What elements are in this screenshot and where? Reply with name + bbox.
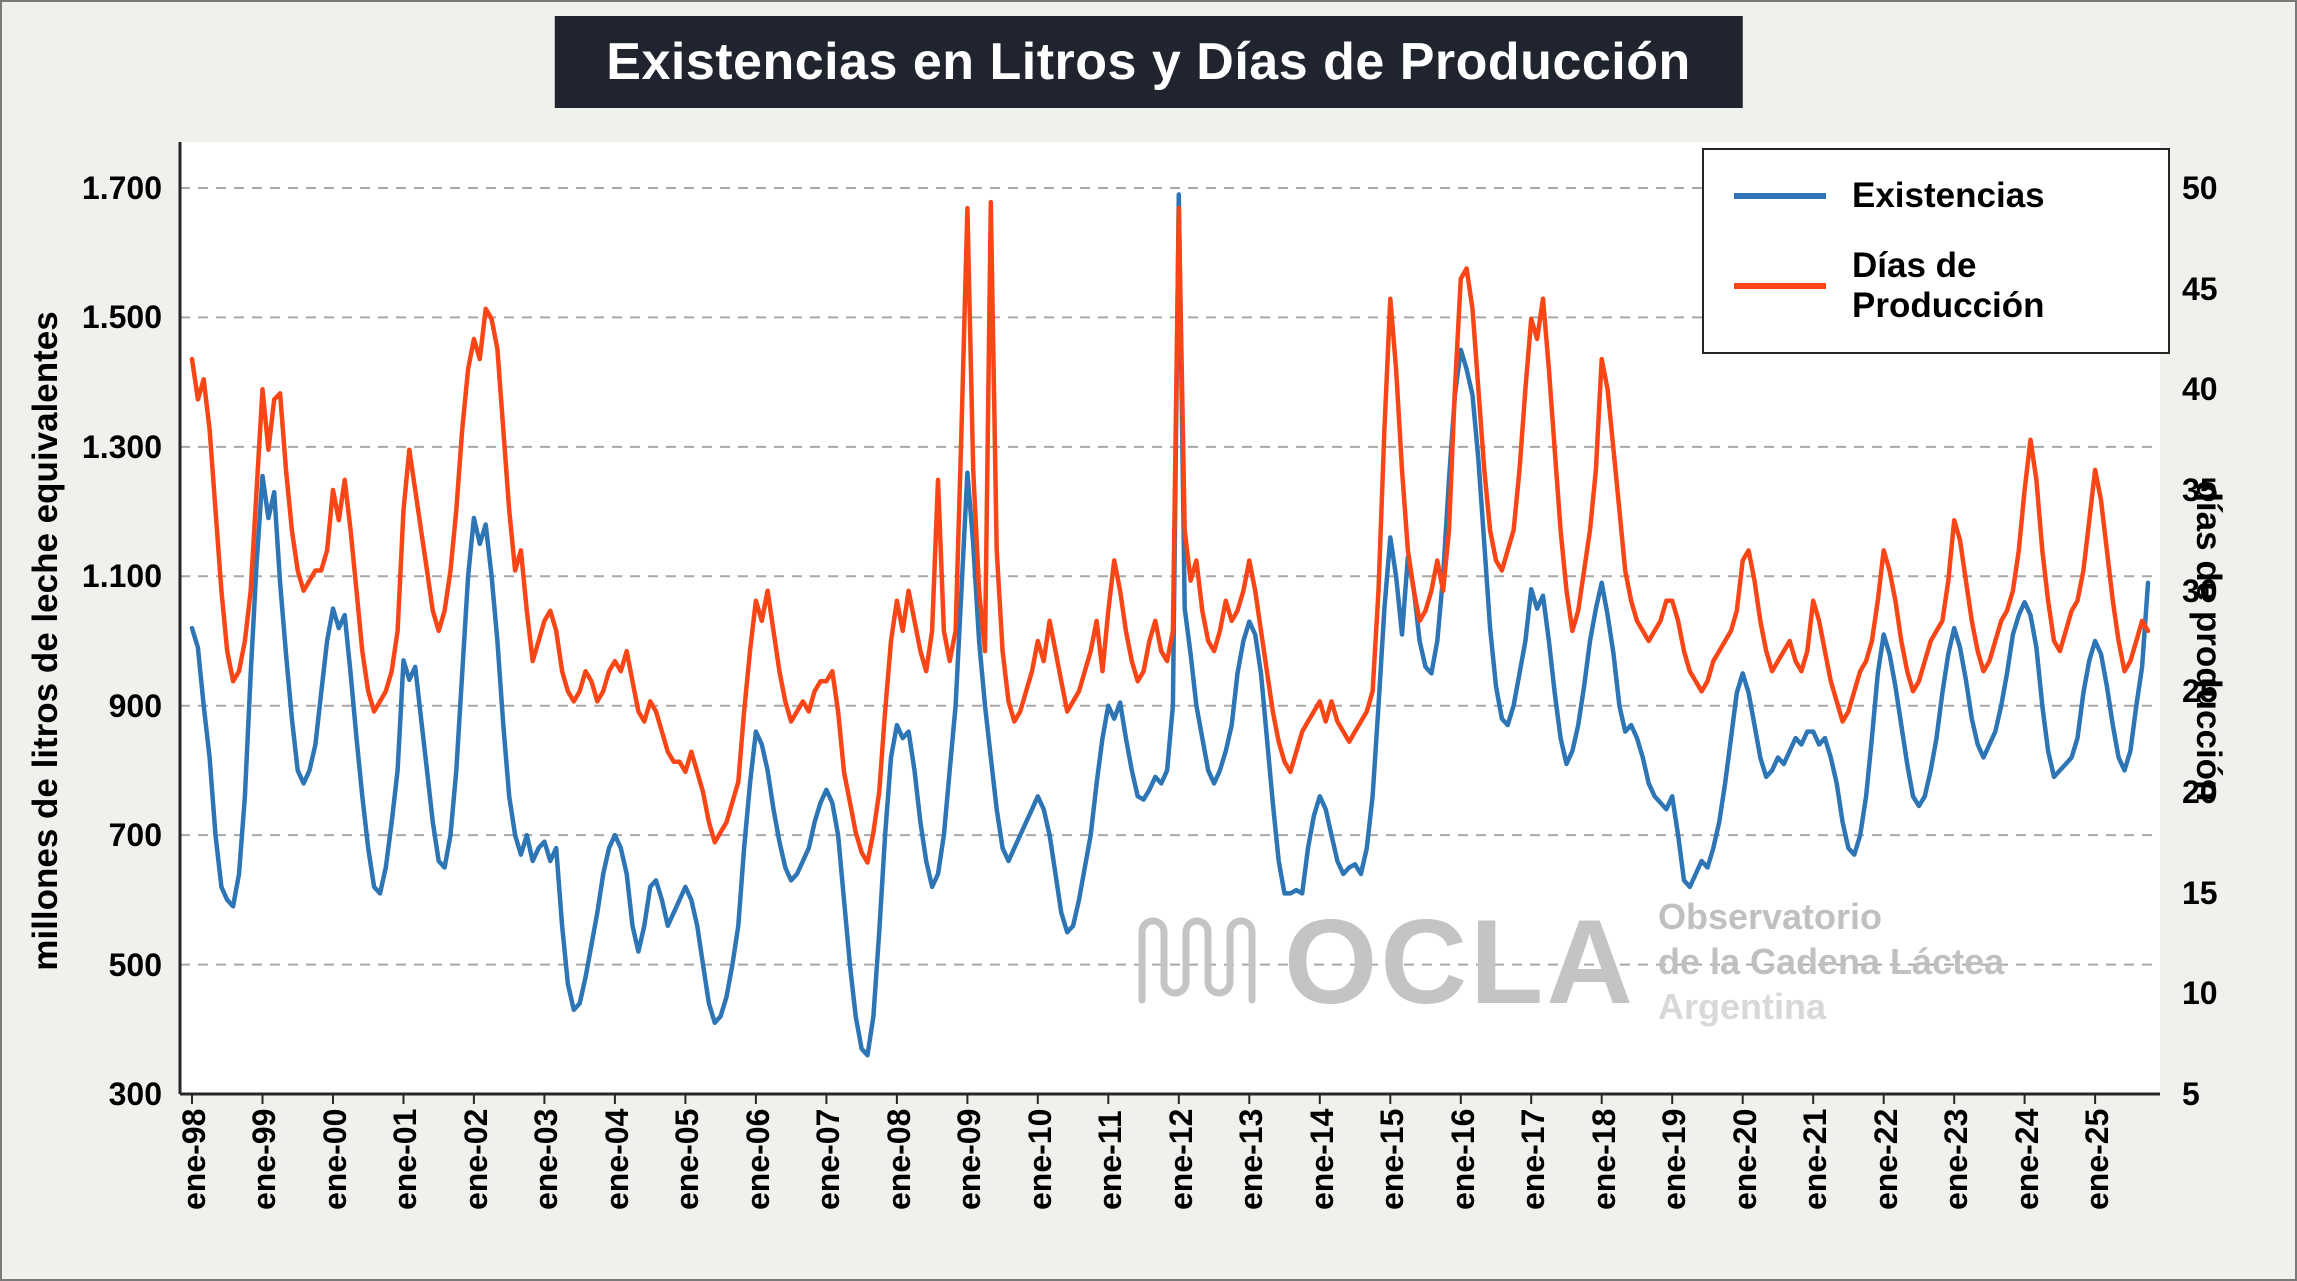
x-axis-tick-label: ene-17 <box>1515 1108 1552 1210</box>
y-axis-right-tick-label: 35 <box>2182 472 2218 508</box>
x-axis-tick-label: ene-11 <box>1092 1110 1129 1210</box>
y-axis-right-tick-label: 40 <box>2182 371 2218 408</box>
y-axis-left-tick-label: 1.100 <box>81 558 162 595</box>
y-axis-right-tick-label: 5 <box>2182 1076 2200 1112</box>
x-axis-tick-label: ene-02 <box>457 1108 494 1210</box>
x-axis-tick-label: ene-14 <box>1303 1108 1340 1210</box>
ocla-subtitle-line: Argentina <box>1657 986 1826 1027</box>
x-axis-tick-label: ene-98 <box>176 1108 212 1210</box>
y-axis-left-tick-label: 1.500 <box>81 299 162 336</box>
right-axis-title: días de producción <box>2189 480 2228 802</box>
y-axis-left-tick-label: 1.700 <box>81 170 162 206</box>
x-axis-tick-label: ene-99 <box>246 1108 283 1210</box>
y-axis-left-tick-label: 900 <box>108 687 162 724</box>
chart-legend: Existencias Días de Producción <box>1702 148 2170 354</box>
x-axis-tick-label: ene-24 <box>2008 1108 2045 1210</box>
legend-label: Existencias <box>1852 176 2045 215</box>
x-axis-tick-label: ene-16 <box>1444 1108 1481 1210</box>
x-axis-tick-label: ene-01 <box>387 1108 424 1210</box>
x-axis-tick-label: ene-10 <box>1021 1108 1058 1210</box>
y-axis-right-tick-label: 10 <box>2182 975 2218 1012</box>
legend-item-dias: Días de Producción <box>1734 246 2138 326</box>
x-axis-tick-label: ene-25 <box>2079 1108 2116 1210</box>
ocla-waveform-icon <box>1138 917 1256 1003</box>
chart-title: Existencias en Litros y Días de Producci… <box>554 16 1743 108</box>
y-axis-right-tick-label: 25 <box>2182 673 2218 710</box>
x-axis-tick-label: ene-18 <box>1585 1108 1622 1210</box>
y-axis-left-tick-label: 1.300 <box>81 428 162 465</box>
legend-line-dias-icon <box>1734 283 1826 289</box>
x-axis-tick-label: ene-04 <box>598 1108 635 1210</box>
ocla-logo-text: OCLA <box>1284 894 1636 1029</box>
x-axis-tick-label: ene-15 <box>1374 1108 1411 1210</box>
ocla-subtitle-line: de la Cadena Láctea <box>1657 941 2005 982</box>
x-axis-tick-label: ene-12 <box>1162 1108 1199 1210</box>
y-axis-right-tick-label: 45 <box>2182 270 2218 307</box>
x-axis-tick-label: ene-23 <box>1938 1108 1975 1210</box>
x-axis-tick-label: ene-07 <box>810 1108 847 1210</box>
x-axis-tick-label: ene-06 <box>739 1108 776 1210</box>
x-axis-tick-label: ene-13 <box>1233 1108 1270 1210</box>
x-axis-tick-label: ene-19 <box>1656 1108 1693 1210</box>
y-axis-right-tick-label: 20 <box>2182 774 2218 810</box>
y-axis-right-tick-label: 50 <box>2182 170 2218 206</box>
left-axis-title: millones de litros de leche equivalentes <box>26 311 65 971</box>
x-axis-tick-label: ene-08 <box>880 1108 917 1210</box>
x-axis-tick-label: ene-22 <box>1867 1108 1904 1210</box>
legend-label: Días de Producción <box>1852 246 2045 325</box>
legend-item-existencias: Existencias <box>1734 176 2138 216</box>
x-axis-tick-label: ene-20 <box>1726 1108 1763 1210</box>
x-axis-tick-label: ene-21 <box>1797 1108 1834 1210</box>
ocla-subtitle-line: Observatorio <box>1657 896 1883 937</box>
legend-line-existencias-icon <box>1734 193 1826 199</box>
y-axis-left-tick-label: 300 <box>108 1076 162 1112</box>
ocla-watermark: OCLA Observatorio de la Cadena Láctea Ar… <box>1136 894 2004 1029</box>
y-axis-right-tick-label: 30 <box>2182 572 2218 609</box>
y-axis-right-tick-label: 15 <box>2182 874 2218 911</box>
ocla-subtitle: Observatorio de la Cadena Láctea Argenti… <box>1658 894 2004 1029</box>
x-axis-tick-label: ene-00 <box>316 1108 353 1210</box>
x-axis-tick-label: ene-05 <box>669 1108 706 1210</box>
y-axis-left-tick-label: 500 <box>108 946 162 983</box>
x-axis-tick-label: ene-03 <box>528 1108 565 1210</box>
y-axis-left-tick-label: 700 <box>108 817 162 854</box>
x-axis-tick-label: ene-09 <box>951 1108 988 1210</box>
